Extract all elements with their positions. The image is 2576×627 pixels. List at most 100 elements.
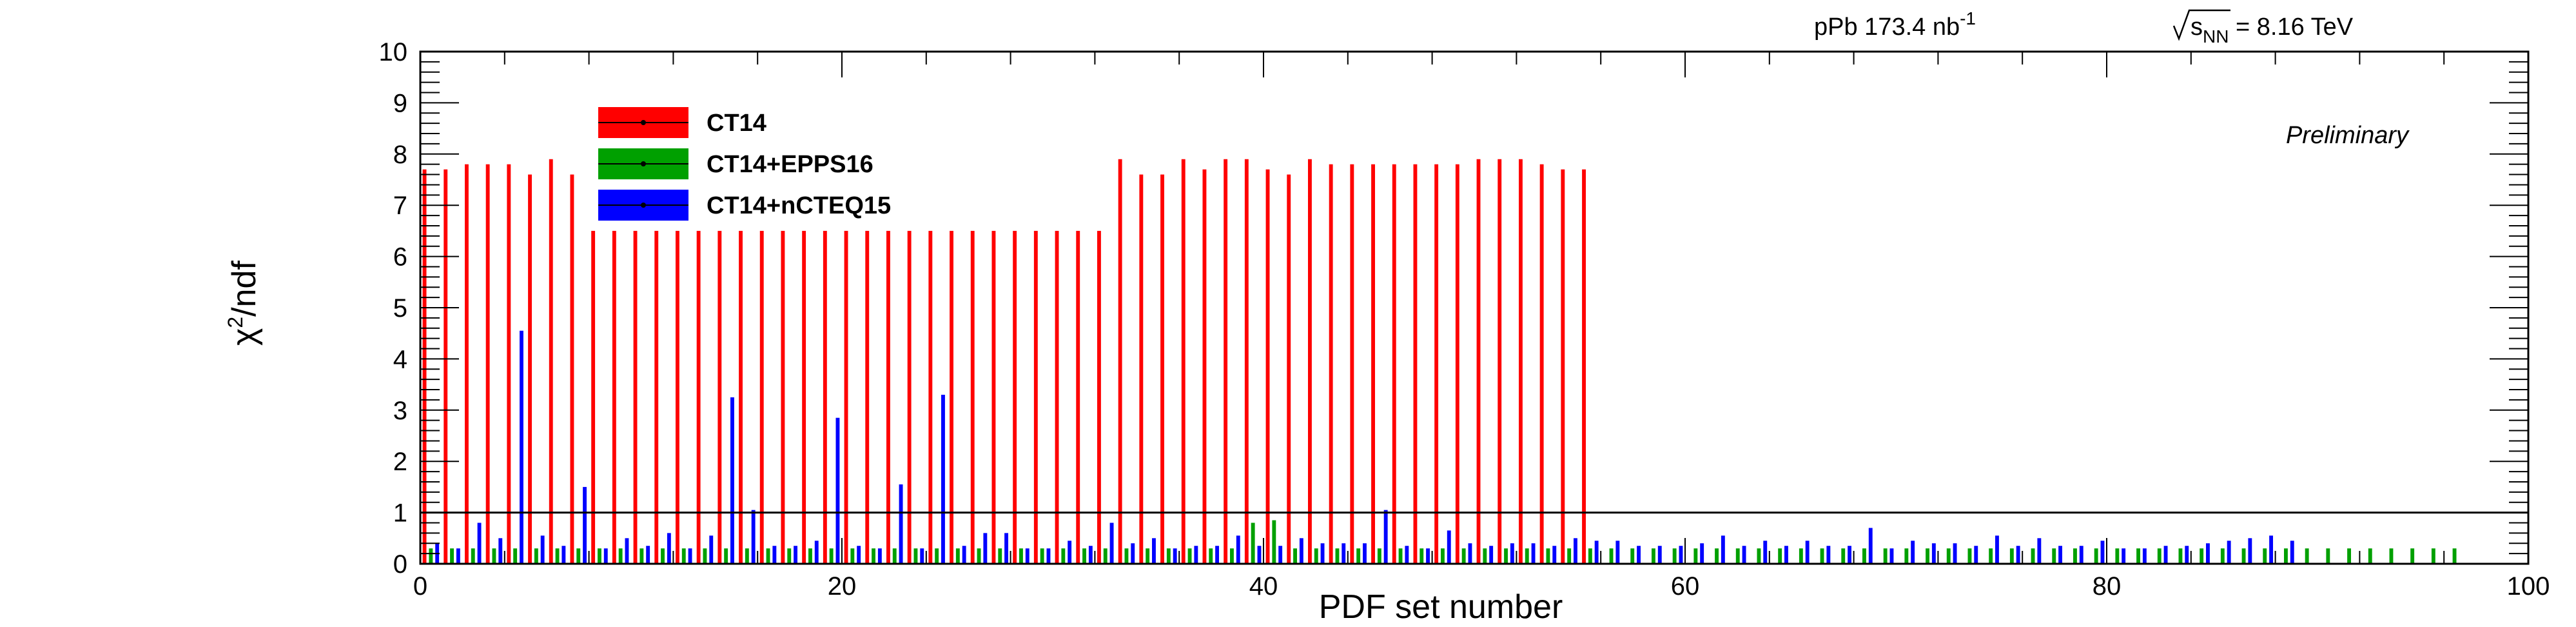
bar-ct14-epps16-93: [2389, 548, 2394, 564]
bar-ct14-epps16-35: [1166, 548, 1171, 564]
bar-ct14-ncteq15-74: [1995, 535, 1999, 564]
bar-ct14-ncteq15-66: [1826, 546, 1831, 564]
bar-ct14-ncteq15-59: [1679, 546, 1683, 564]
bar-ct14-epps16-65: [1799, 548, 1803, 564]
bar-ct14-epps16-62: [1735, 548, 1740, 564]
bar-ct14-epps16-16: [766, 548, 770, 564]
y-tick-label: 6: [393, 243, 407, 272]
bar-ct14-22: [886, 230, 890, 564]
y-tick-label: 5: [393, 294, 407, 323]
bar-ct14-ncteq15-3: [498, 538, 503, 564]
bar-ct14-epps16-90: [2326, 548, 2330, 564]
bar-ct14-ncteq15-31: [1088, 546, 1093, 564]
bar-ct14-ncteq15-52: [1531, 543, 1536, 564]
bar-ct14-ncteq15-64: [1784, 546, 1788, 564]
bar-ct14-epps16-43: [1335, 548, 1340, 564]
bar-ct14-ncteq15-44: [1363, 543, 1367, 564]
y-axis-title: χ2/ndf: [224, 261, 263, 346]
bar-ct14-ncteq15-69: [1889, 548, 1894, 564]
bar-ct14-54: [1561, 169, 1565, 564]
bar-ct14-ncteq15-46: [1405, 546, 1409, 564]
x-tick-label: 0: [413, 572, 427, 601]
bar-ct14-epps16-10: [639, 548, 644, 564]
preliminary-label: Preliminary: [2286, 122, 2410, 149]
y-axis-title-base: χ: [226, 328, 263, 346]
bar-ct14-epps16-95: [2431, 548, 2435, 564]
bar-ct14-epps16-42: [1314, 548, 1318, 564]
y-tick-label: 1: [393, 499, 407, 528]
bar-ct14-ncteq15-32: [1109, 522, 1114, 564]
bar-ct14-epps16-67: [1841, 548, 1846, 564]
bar-ct14-ncteq15-51: [1510, 543, 1514, 564]
energy-subscript: NN: [2203, 26, 2229, 46]
bar-ct14-52: [1518, 159, 1523, 564]
bar-ct14-ncteq15-28: [1025, 548, 1029, 564]
bar-ct14-epps16-45: [1377, 548, 1381, 564]
bar-ct14-43: [1329, 164, 1333, 564]
bar-ct14-epps16-94: [2410, 548, 2415, 564]
bar-ct14-7: [570, 174, 574, 564]
y-tick-label: 3: [393, 397, 407, 425]
bar-ct14-ncteq15-21: [877, 548, 882, 564]
bar-ct14-epps16-20: [850, 548, 855, 564]
bar-ct14-epps16-58: [1652, 548, 1655, 564]
bar-ct14-ncteq15-13: [709, 535, 714, 564]
bar-ct14-9: [612, 230, 616, 564]
bar-ct14-ncteq15-71: [1931, 543, 1936, 564]
energy-label: sNN = 8.16 TeV: [2172, 9, 2354, 46]
bar-ct14-epps16-31: [1082, 548, 1086, 564]
bar-ct14-epps16-70: [1904, 548, 1909, 564]
legend-label-ct14: CT14: [707, 110, 766, 137]
bar-ct14-55: [1582, 169, 1586, 564]
bar-ct14-epps16-34: [1146, 548, 1150, 564]
bar-ct14-ncteq15-34: [1152, 538, 1156, 564]
bar-ct14-26: [970, 230, 975, 564]
bar-ct14-ncteq15-84: [2206, 543, 2210, 564]
bar-ct14-ncteq15-2: [477, 522, 482, 564]
bar-ct14-10: [633, 230, 638, 564]
bar-ct14-ncteq15-72: [1953, 543, 1957, 564]
bar-ct14-epps16-11: [661, 548, 665, 564]
bar-ct14-ncteq15-7: [583, 486, 587, 564]
bar-ct14-ncteq15-63: [1763, 541, 1768, 564]
bar-ct14-0: [422, 169, 427, 564]
bar-ct14-ncteq15-65: [1805, 541, 1810, 564]
bar-ct14-ncteq15-41: [1299, 538, 1303, 564]
bar-ct14-ncteq15-10: [646, 546, 650, 564]
bar-ct14-epps16-87: [2263, 548, 2267, 564]
bar-ct14-epps16-82: [2157, 548, 2161, 564]
bar-ct14-epps16-63: [1757, 548, 1761, 564]
bar-ct14-6: [549, 159, 553, 564]
bar-ct14-ncteq15-1: [456, 548, 460, 564]
bar-ct14-epps16-12: [681, 548, 686, 564]
bar-ct14-epps16-86: [2241, 548, 2246, 564]
bar-ct14-ncteq15-60: [1700, 543, 1704, 564]
bar-ct14-epps16-17: [787, 548, 792, 564]
bar-ct14-ncteq15-18: [814, 541, 819, 564]
bar-ct14-ncteq15-37: [1215, 546, 1220, 564]
bar-ct14-ncteq15-78: [2079, 546, 2083, 564]
bar-ct14-ncteq15-33: [1131, 543, 1135, 564]
bar-ct14-ncteq15-42: [1320, 543, 1325, 564]
y-axis-title-sup: 2: [224, 317, 247, 328]
bar-ct14-epps16-32: [1103, 548, 1107, 564]
legend-label-ct14-epps16: CT14+EPPS16: [707, 151, 873, 178]
bar-ct14-ncteq15-47: [1426, 548, 1430, 564]
bar-ct14-ncteq15-85: [2227, 541, 2231, 564]
bar-ct14-31: [1076, 230, 1080, 564]
bar-ct14-36: [1181, 159, 1186, 564]
luminosity-text: pPb 173.4 nb: [1814, 14, 1960, 41]
bar-ct14-epps16-66: [1820, 548, 1824, 564]
bar-ct14-epps16-83: [2178, 548, 2183, 564]
bar-ct14-ncteq15-20: [857, 546, 861, 564]
bar-ct14-ncteq15-82: [2163, 546, 2168, 564]
bar-ct14-4: [507, 164, 511, 564]
bar-ct14-epps16-4: [513, 548, 518, 564]
bar-ct14-epps16-47: [1420, 548, 1424, 564]
bar-ct14-ncteq15-27: [1004, 533, 1009, 564]
bar-ct14-ncteq15-14: [730, 397, 734, 564]
bar-ct14-12: [675, 230, 679, 564]
bar-ct14-ncteq15-80: [2122, 548, 2126, 564]
bar-ct14-ncteq15-29: [1046, 548, 1051, 564]
bar-ct14-epps16-15: [745, 548, 749, 564]
